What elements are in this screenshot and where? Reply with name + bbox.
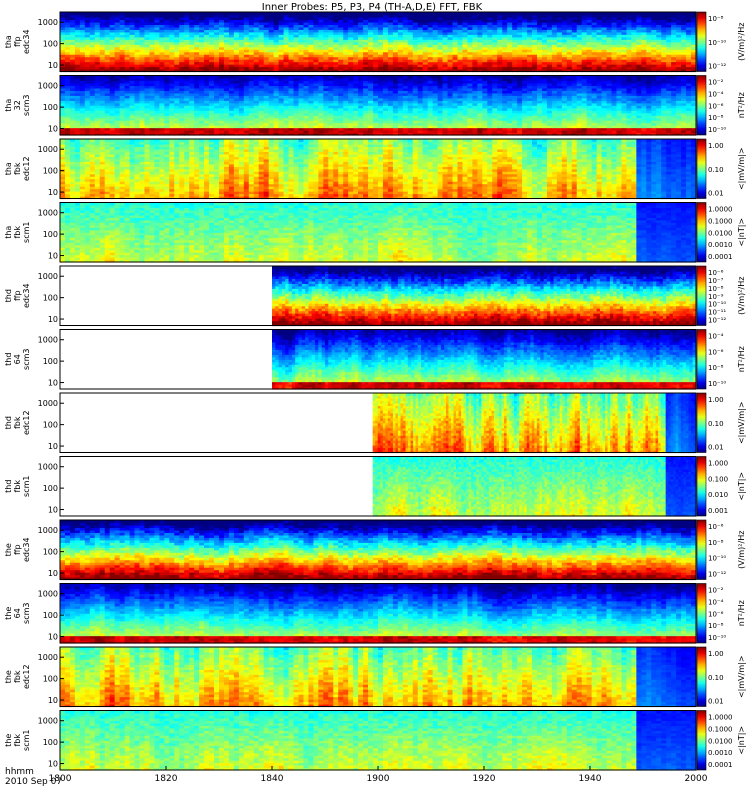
y-tick-label: 100	[43, 40, 58, 49]
colorbar-tick-label: 10⁻¹²	[708, 63, 726, 71]
y-tick-label: 1000	[38, 18, 58, 27]
panel-tha-32-scm3: tha 32 scm3101001000 10⁻²10⁻⁴10⁻⁶10⁻⁸10⁻¹⁰n…	[4, 76, 746, 136]
y-tick-label: 10	[48, 61, 58, 70]
colorbar-tick-label: 10⁻¹⁰	[708, 39, 726, 47]
panel-tha-ffp-edc34: tha ffp edc34 10 100 1000 10⁻⁸ 10⁻¹⁰ 10⁻¹² (V/m)²…	[4, 12, 746, 72]
colorbar-tick-label: 10⁻⁸	[708, 15, 724, 23]
chart-title: Inner Probes: P5, P3, P4 (TH-A,D,E) FFT,…	[262, 2, 483, 13]
y-axis-label: edc34	[22, 29, 31, 54]
y-axis-label: ffp	[13, 36, 22, 47]
y-axis-label: tha	[4, 35, 13, 48]
figure: Inner Probes: P5, P3, P4 (TH-A,D,E) FFT,…	[0, 0, 750, 800]
colorbar-label: (V/m)²/Hz	[737, 23, 746, 61]
panels: tha ffp edc34 10 100 1000 10⁻⁸ 10⁻¹⁰ 10⁻¹² (V/m)²…	[4, 12, 746, 771]
colorbar	[697, 12, 706, 72]
